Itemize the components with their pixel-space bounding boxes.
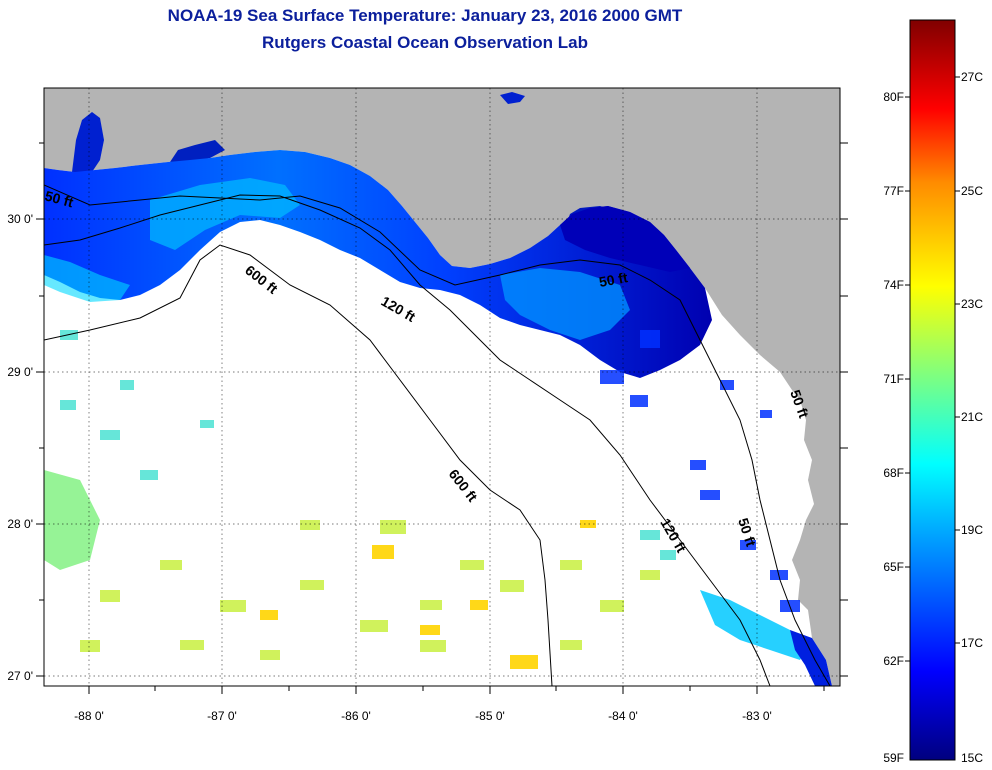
lat-tick-label-3: 27 0' xyxy=(7,669,33,683)
colorbar-c-label-27: 27C xyxy=(961,70,983,84)
land-mass xyxy=(44,88,840,686)
tick-marks xyxy=(36,142,848,694)
sst-cyan-southeast xyxy=(700,590,810,660)
sst-dark-apalachee xyxy=(560,206,690,272)
sst-cyan-patch-southwest xyxy=(44,255,130,302)
inland-lake xyxy=(500,92,525,104)
sst-cyan-patch-bigbend xyxy=(500,268,630,340)
colorbar-f-label-77: 77F xyxy=(883,184,904,198)
contour-600ft-line xyxy=(44,244,553,686)
depth-contours xyxy=(44,184,831,686)
colorbar-f-label-71: 71F xyxy=(883,372,904,386)
map-plot-area xyxy=(44,88,840,686)
colorbar-c-label-25: 25C xyxy=(961,184,983,198)
lat-tick-label-2: 28 0' xyxy=(7,517,33,531)
map-subtitle: Rutgers Coastal Ocean Observation Lab xyxy=(262,33,588,52)
contour-50ft-line xyxy=(44,184,831,686)
contour-120ft-line xyxy=(44,194,771,686)
colorbar-f-label-80: 80F xyxy=(883,90,904,104)
colorbar-f-label-65: 65F xyxy=(883,560,904,574)
colorbar-c-label-19: 19C xyxy=(961,523,983,537)
sst-warm-patches xyxy=(44,330,676,669)
lat-tick-label-1: 29 0' xyxy=(7,365,33,379)
lon-tick-label-5: -83 0' xyxy=(742,709,772,723)
contour-label-50ft-west: 50 ft xyxy=(43,187,75,210)
lon-tick-label-3: -85 0' xyxy=(475,709,505,723)
bay-mobile xyxy=(72,112,104,172)
colorbar-gradient xyxy=(909,19,956,761)
map-frame xyxy=(43,87,841,687)
graticule xyxy=(44,88,840,686)
lon-tick-label-0: -88 0' xyxy=(74,709,104,723)
colorbar-c-label-17: 17C xyxy=(961,636,983,650)
bay-pensacola xyxy=(170,140,225,162)
colorbar-f-label-68: 68F xyxy=(883,466,904,480)
lon-tick-label-2: -86 0' xyxy=(341,709,371,723)
colorbar-f-label-74: 74F xyxy=(883,278,904,292)
colorbar: 80F 77F 74F 71F 68F 65F 62F 59F 27C 25C … xyxy=(883,19,983,765)
lon-tick-label-1: -87 0' xyxy=(207,709,237,723)
lat-tick-label-0: 30 0' xyxy=(7,212,33,226)
contour-label-50ft-bigbend: 50 ft xyxy=(598,269,629,290)
colorbar-c-label-23: 23C xyxy=(961,297,983,311)
lon-tick-label-4: -84 0' xyxy=(608,709,638,723)
colorbar-f-label-59: 59F xyxy=(883,751,904,765)
colorbar-f-label-62: 62F xyxy=(883,654,904,668)
colorbar-c-label-15: 15C xyxy=(961,751,983,765)
colorbar-c-label-21: 21C xyxy=(961,410,983,424)
map-title: NOAA-19 Sea Surface Temperature: January… xyxy=(167,6,683,25)
